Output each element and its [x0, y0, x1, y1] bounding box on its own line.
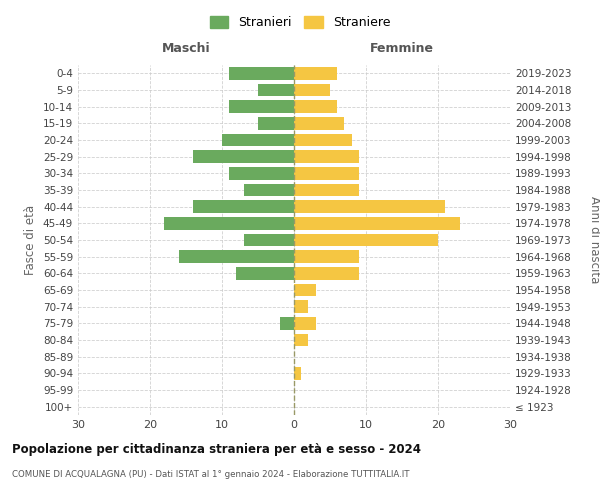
Bar	[294, 117, 344, 130]
Text: Maschi: Maschi	[161, 42, 211, 55]
Bar	[294, 200, 445, 213]
Bar	[229, 167, 294, 179]
Bar	[244, 184, 294, 196]
Bar	[236, 267, 294, 280]
Bar	[193, 150, 294, 163]
Bar	[294, 84, 330, 96]
Bar	[294, 250, 359, 263]
Bar	[294, 67, 337, 80]
Bar	[258, 84, 294, 96]
Bar	[229, 100, 294, 113]
Y-axis label: Anni di nascita: Anni di nascita	[588, 196, 600, 284]
Bar	[294, 267, 359, 280]
Bar	[229, 67, 294, 80]
Bar	[294, 234, 438, 246]
Bar	[294, 167, 359, 179]
Bar	[280, 317, 294, 330]
Bar	[294, 217, 460, 230]
Text: Femmine: Femmine	[370, 42, 434, 55]
Bar	[164, 217, 294, 230]
Bar	[244, 234, 294, 246]
Y-axis label: Fasce di età: Fasce di età	[25, 205, 37, 275]
Bar	[258, 117, 294, 130]
Bar	[294, 150, 359, 163]
Bar	[294, 367, 301, 380]
Bar	[193, 200, 294, 213]
Bar	[294, 334, 308, 346]
Bar	[179, 250, 294, 263]
Bar	[294, 100, 337, 113]
Bar	[294, 184, 359, 196]
Legend: Stranieri, Straniere: Stranieri, Straniere	[205, 11, 395, 34]
Bar	[294, 300, 308, 313]
Bar	[222, 134, 294, 146]
Bar	[294, 284, 316, 296]
Bar	[294, 134, 352, 146]
Bar	[294, 317, 316, 330]
Text: COMUNE DI ACQUALAGNA (PU) - Dati ISTAT al 1° gennaio 2024 - Elaborazione TUTTITA: COMUNE DI ACQUALAGNA (PU) - Dati ISTAT a…	[12, 470, 409, 479]
Text: Popolazione per cittadinanza straniera per età e sesso - 2024: Popolazione per cittadinanza straniera p…	[12, 442, 421, 456]
